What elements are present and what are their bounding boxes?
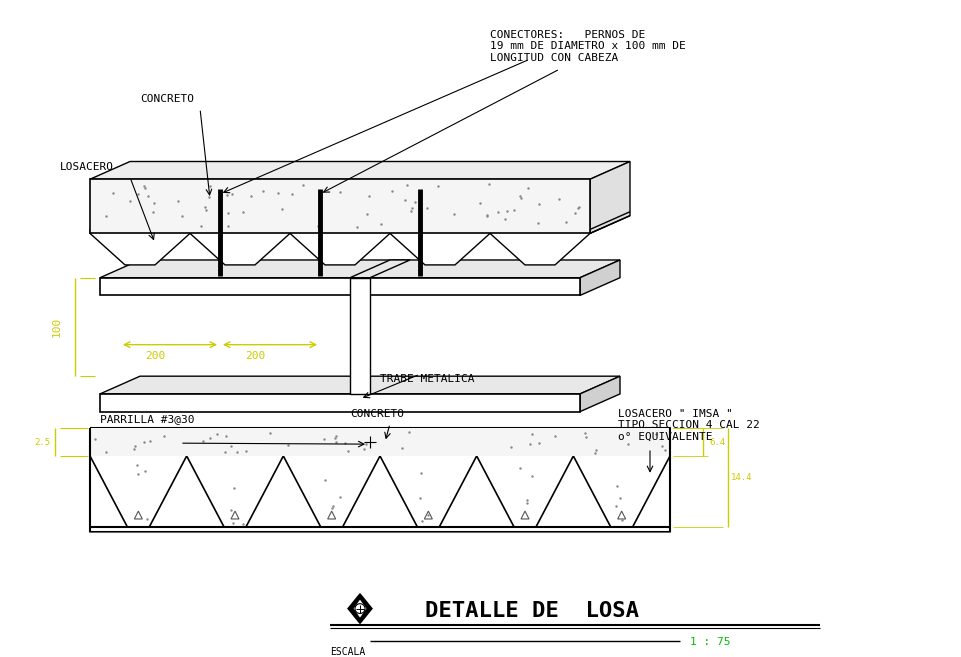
Polygon shape xyxy=(90,162,629,179)
Text: LOSACERO " IMSA "
TIPO SECCION 4 CAL 22
o° EQUIVALENTE: LOSACERO " IMSA " TIPO SECCION 4 CAL 22 … xyxy=(617,409,759,442)
Text: 1 : 75: 1 : 75 xyxy=(689,637,729,647)
Text: 100: 100 xyxy=(52,317,62,337)
Text: ESCALA: ESCALA xyxy=(330,647,365,657)
Polygon shape xyxy=(353,599,366,618)
Text: TRABE METALICA: TRABE METALICA xyxy=(380,374,474,384)
Text: 200: 200 xyxy=(245,351,265,361)
Bar xyxy=(100,278,579,296)
Bar xyxy=(414,186,425,192)
Polygon shape xyxy=(579,260,619,296)
Text: CONCRETO: CONCRETO xyxy=(140,93,194,104)
Text: 2.5: 2.5 xyxy=(34,438,50,447)
Bar xyxy=(90,428,669,456)
Bar xyxy=(214,186,225,192)
Circle shape xyxy=(361,434,378,450)
Polygon shape xyxy=(589,162,629,233)
Text: CONCRETO: CONCRETO xyxy=(350,409,404,419)
Bar xyxy=(314,186,325,192)
Bar xyxy=(100,394,579,412)
Polygon shape xyxy=(100,376,619,394)
Text: DETALLE DE  LOSA: DETALLE DE LOSA xyxy=(425,600,638,621)
Text: 14.4: 14.4 xyxy=(730,473,752,482)
Text: LOSACERO: LOSACERO xyxy=(60,162,114,173)
Text: CONECTORES:   PERNOS DE
19 mm DE DIAMETRO x 100 mm DE
LONGITUD CON CABEZA: CONECTORES: PERNOS DE 19 mm DE DIAMETRO … xyxy=(489,30,685,62)
Bar xyxy=(350,278,370,394)
Polygon shape xyxy=(90,456,669,532)
Text: 200: 200 xyxy=(145,351,165,361)
Polygon shape xyxy=(90,229,589,265)
Text: PARRILLA #3@30: PARRILLA #3@30 xyxy=(100,414,194,424)
Text: 6.4: 6.4 xyxy=(708,438,725,447)
Polygon shape xyxy=(348,594,372,623)
Polygon shape xyxy=(100,260,619,278)
Bar xyxy=(90,179,589,233)
Polygon shape xyxy=(579,376,619,412)
Circle shape xyxy=(355,604,364,614)
Polygon shape xyxy=(350,260,409,278)
